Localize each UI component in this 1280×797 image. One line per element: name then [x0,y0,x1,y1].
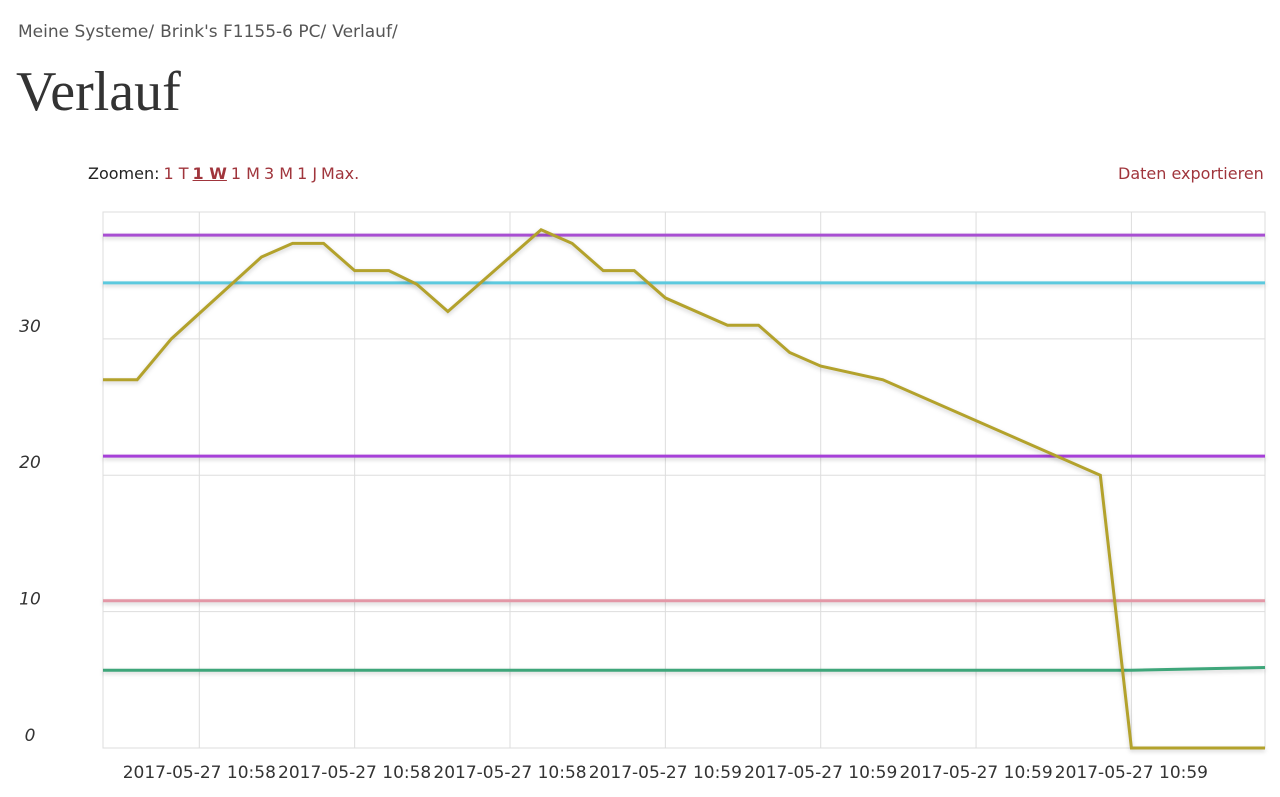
zoom-option[interactable]: 1 J [297,164,318,183]
x-tick-label: 2017-05-27 10:59 [1055,763,1208,783]
breadcrumb-link[interactable]: Brink's F1155-6 PC [160,22,321,42]
breadcrumb-separator: / [148,22,155,42]
series-line [103,666,1266,672]
x-tick-label: 2017-05-27 10:58 [278,763,431,783]
zoom-label: Zoomen: [88,164,160,183]
zoom-option[interactable]: 1 M [230,164,260,183]
breadcrumb-link[interactable]: Meine Systeme [18,22,149,42]
y-tick-label: 0 [25,726,36,746]
breadcrumb-separator: / [320,22,327,42]
zoom-option[interactable]: 1 T [163,164,189,183]
plot-frame [102,211,1266,749]
breadcrumb-link[interactable]: Verlauf [332,22,392,42]
x-tick-label: 2017-05-27 10:59 [899,763,1052,783]
series-line [103,227,1265,750]
export-link[interactable]: Daten exportieren [1118,164,1264,183]
y-tick-label: 30 [19,317,41,337]
x-tick-label: 2017-05-27 10:59 [744,763,897,783]
y-tick-label: 20 [19,453,41,473]
x-tick-label: 2017-05-27 10:58 [123,763,276,783]
y-tick-label: 10 [19,590,41,610]
breadcrumb-separator: / [391,22,398,42]
zoom-option[interactable]: 1 W [192,164,227,183]
x-tick-label: 2017-05-27 10:59 [589,763,742,783]
breadcrumb: Meine Systeme/Brink's F1155-6 PC/Verlauf… [18,22,404,42]
zoom-option[interactable]: 3 M [263,164,294,183]
page-heading: Verlauf [16,61,181,123]
zoom-option[interactable]: Max. [321,164,360,183]
x-tick-label: 2017-05-27 10:58 [433,763,586,783]
